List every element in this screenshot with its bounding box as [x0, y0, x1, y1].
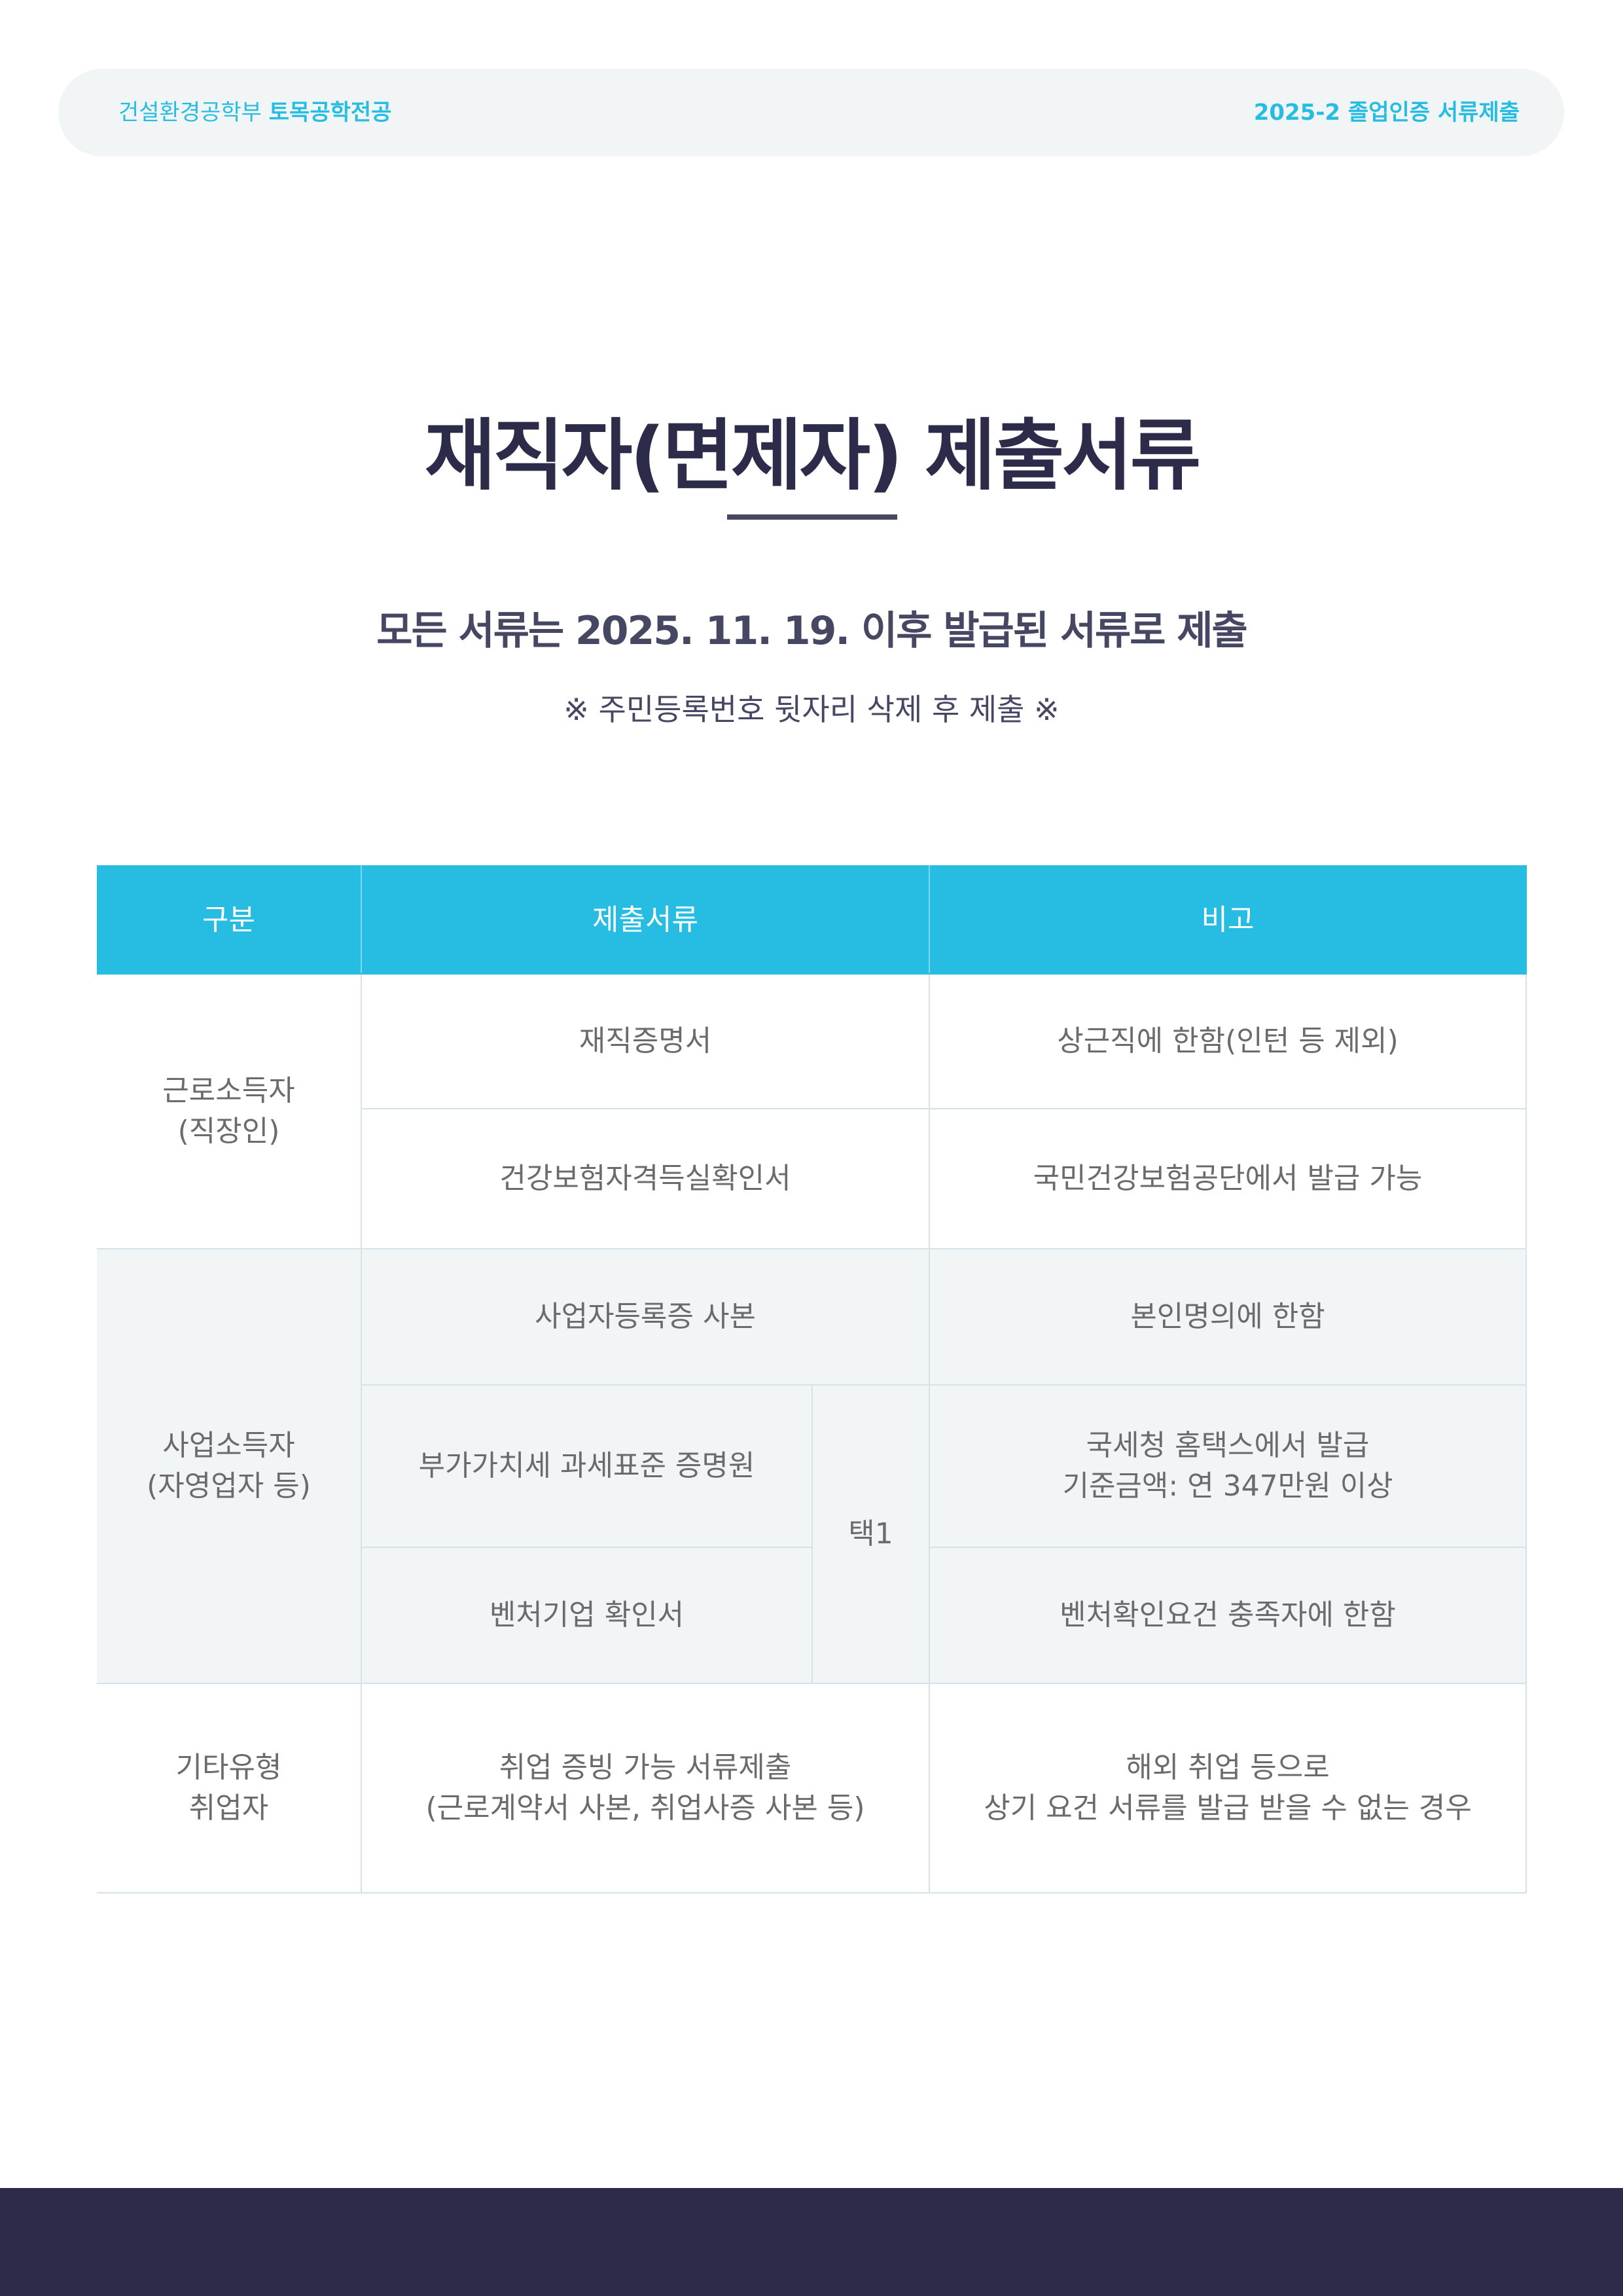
table-row: 사업소득자 (자영업자 등) 사업자등록증 사본 본인명의에 한함	[97, 1248, 1527, 1684]
header-documents: 제출서류	[360, 865, 931, 975]
category-cell: 사업소득자 (자영업자 등)	[97, 1248, 362, 1684]
remark-cell: 국세청 홈택스에서 발급 기준금액: 연 347만원 이상	[929, 1384, 1527, 1548]
remark-cell: 상근직에 한함(인턴 등 제외)	[929, 973, 1527, 1109]
document-cell: 부가가치세 과세표준 증명원	[361, 1384, 813, 1548]
document-cell: 사업자등록증 사본	[360, 1248, 931, 1386]
title-underline	[727, 514, 897, 520]
department-name: 건설환경공학부	[118, 99, 262, 126]
document-cell: 건강보험자격득실확인서	[361, 1108, 931, 1249]
remark-cell: 벤처확인요건 충족자에 한함	[929, 1547, 1527, 1684]
document-cell: 재직증명서	[360, 973, 931, 1109]
page-title: 재직자(면제자) 제출서류	[424, 410, 1202, 501]
subtitle: 모든 서류는 2025. 11. 19. 이후 발급된 서류로 제출	[376, 608, 1247, 654]
table-row: 근로소득자 (직장인) 재직증명서 상근직에 한함(인턴 등 제외)	[97, 973, 1527, 1249]
documents-table: 구분 제출서류 비고 근로소득자 (직장인) 재직증명서 상근직에 한함(인턴 …	[97, 865, 1527, 1893]
note: ※ 주민등록번호 뒷자리 삭제 후 제출 ※	[563, 692, 1060, 727]
category-cell: 근로소득자 (직장인)	[97, 973, 362, 1249]
table-row: 벤처기업 확인서 벤처확인요건 충족자에 한함	[97, 1547, 1527, 1684]
remark-cell: 국민건강보험공단에서 발급 가능	[929, 1108, 1527, 1249]
department-label: 건설환경공학부 토목공학전공	[118, 69, 391, 156]
remark-cell: 해외 취업 등으로 상기 요건 서류를 발급 받을 수 없는 경우	[929, 1683, 1527, 1893]
header-category: 구분	[97, 865, 362, 975]
header-remarks: 비고	[929, 865, 1527, 975]
table-header-row: 구분 제출서류 비고	[97, 865, 1527, 975]
document-cell: 벤처기업 확인서	[361, 1547, 813, 1684]
header-bar: 건설환경공학부 토목공학전공 2025-2 졸업인증 서류제출	[58, 69, 1564, 156]
table-row: 건강보험자격득실확인서 국민건강보험공단에서 발급 가능	[97, 1108, 1527, 1249]
table-row: 부가가치세 과세표준 증명원 택1 국세청 홈택스에서 발급 기준금액: 연 3…	[97, 1384, 1527, 1684]
remark-cell: 본인명의에 한함	[929, 1248, 1527, 1386]
submission-label: 2025-2 졸업인증 서류제출	[1253, 99, 1520, 126]
category-cell: 기타유형 취업자	[97, 1683, 362, 1893]
choice-cell: 택1	[811, 1384, 931, 1684]
major-name: 토목공학전공	[268, 99, 392, 126]
footer-bar	[0, 2188, 1623, 2296]
table-row: 기타유형 취업자 취업 증빙 가능 서류제출 (근로계약서 사본, 취업사증 사…	[97, 1683, 1527, 1893]
document-cell: 취업 증빙 가능 서류제출 (근로계약서 사본, 취업사증 사본 등)	[360, 1683, 931, 1893]
